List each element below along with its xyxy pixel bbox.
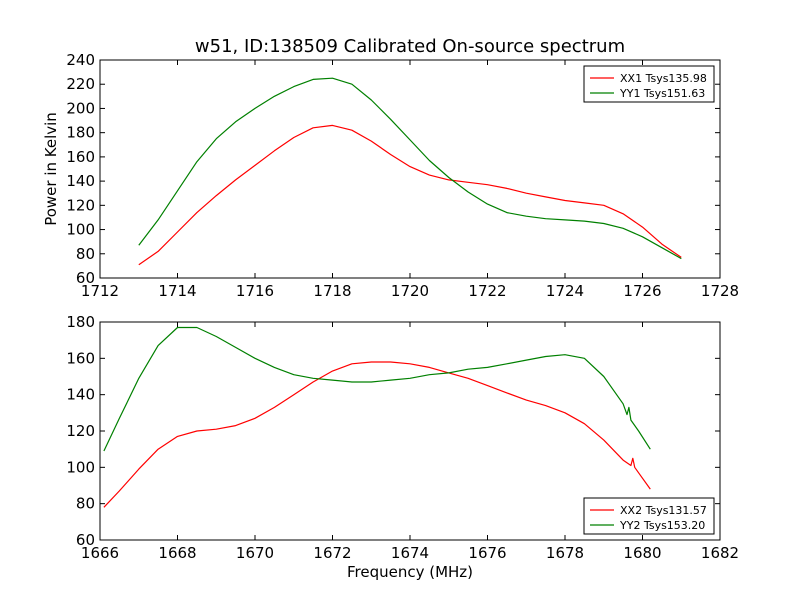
y-tick-label: 100 (66, 458, 95, 476)
y-tick-label: 180 (66, 124, 95, 142)
series-line-xx1 (138, 124, 682, 266)
y-tick-label: 80 (76, 245, 95, 263)
series-line-yy1 (138, 77, 682, 260)
x-tick-label: 1722 (468, 282, 506, 300)
x-axis-label: Frequency (MHz) (347, 563, 473, 581)
series-line-xx2 (103, 361, 651, 508)
x-tick-label: 1718 (313, 282, 351, 300)
x-tick-label: 1680 (623, 544, 661, 562)
y-tick-label: 120 (66, 196, 95, 214)
y-tick-label: 100 (66, 221, 95, 239)
y-tick-label: 180 (66, 313, 95, 331)
chart-title: w51, ID:138509 Calibrated On-source spec… (195, 36, 625, 57)
y-tick-label: 140 (66, 172, 95, 190)
y-tick-label: 120 (66, 422, 95, 440)
x-tick-label: 1720 (391, 282, 429, 300)
subplot-2: 1666 1668 1670 1672 1674 1676 1678 1680 1682 60 80… (66, 313, 739, 581)
y-tick-label: 60 (76, 269, 95, 287)
legend: XX1 Tsys135.98 YY1 Tsys151.63 (583, 65, 715, 103)
x-tick-label: 1712 (81, 282, 119, 300)
legend-label: YY2 Tsys153.20 (619, 519, 705, 532)
x-tick-label: 1716 (236, 282, 274, 300)
y-tick-label: 220 (66, 75, 95, 93)
x-tick-label: 1668 (158, 544, 196, 562)
y-tick-label: 60 (76, 531, 95, 549)
legend-label: XX2 Tsys131.57 (620, 504, 707, 517)
legend-box (583, 497, 715, 535)
y-tick-label: 160 (66, 349, 95, 367)
legend-box (583, 65, 715, 103)
subplot-1: w51, ID:138509 Calibrated On-source spec… (42, 36, 739, 300)
x-tick-label: 1678 (546, 544, 584, 562)
x-tick-label: 1672 (313, 544, 351, 562)
x-tick-label: 1670 (236, 544, 274, 562)
x-tick-label: 1666 (81, 544, 119, 562)
x-tick-label: 1728 (701, 282, 739, 300)
legend-label: XX1 Tsys135.98 (620, 72, 707, 85)
legend-label: YY1 Tsys151.63 (619, 87, 705, 100)
y-tick-label: 140 (66, 386, 95, 404)
x-tick-label: 1714 (158, 282, 196, 300)
y-tick-label: 160 (66, 148, 95, 166)
y-tick-label: 200 (66, 99, 95, 117)
x-tick-label: 1674 (391, 544, 429, 562)
x-tick-label: 1726 (623, 282, 661, 300)
x-tick-label: 1724 (546, 282, 584, 300)
series-line-yy2 (103, 326, 651, 452)
y-axis-label: Power in Kelvin (42, 112, 60, 226)
legend: XX2 Tsys131.57 YY2 Tsys153.20 (583, 497, 715, 535)
y-tick-label: 240 (66, 51, 95, 69)
x-tick-label: 1676 (468, 544, 506, 562)
y-tick-label: 80 (76, 495, 95, 513)
x-tick-label: 1682 (701, 544, 739, 562)
